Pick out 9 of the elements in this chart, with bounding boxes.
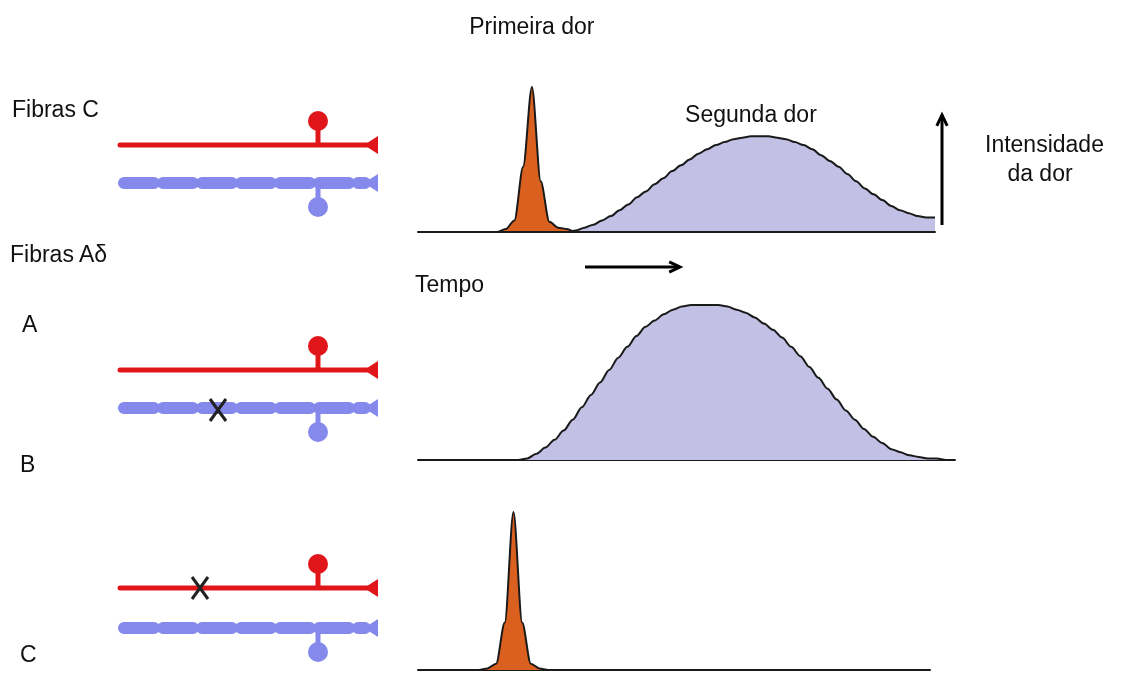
- series-label: Segunda dor: [685, 100, 817, 129]
- x-axis-title: Tempo: [415, 270, 485, 299]
- y-axis-title: Intensidade da dor: [985, 130, 1104, 188]
- text: B: [20, 450, 36, 479]
- text: Fibras Aδ: [10, 240, 108, 269]
- text: Fibras C: [12, 95, 99, 124]
- text: A: [22, 310, 38, 339]
- text: Primeira dor: [469, 12, 595, 41]
- text: C: [20, 640, 37, 669]
